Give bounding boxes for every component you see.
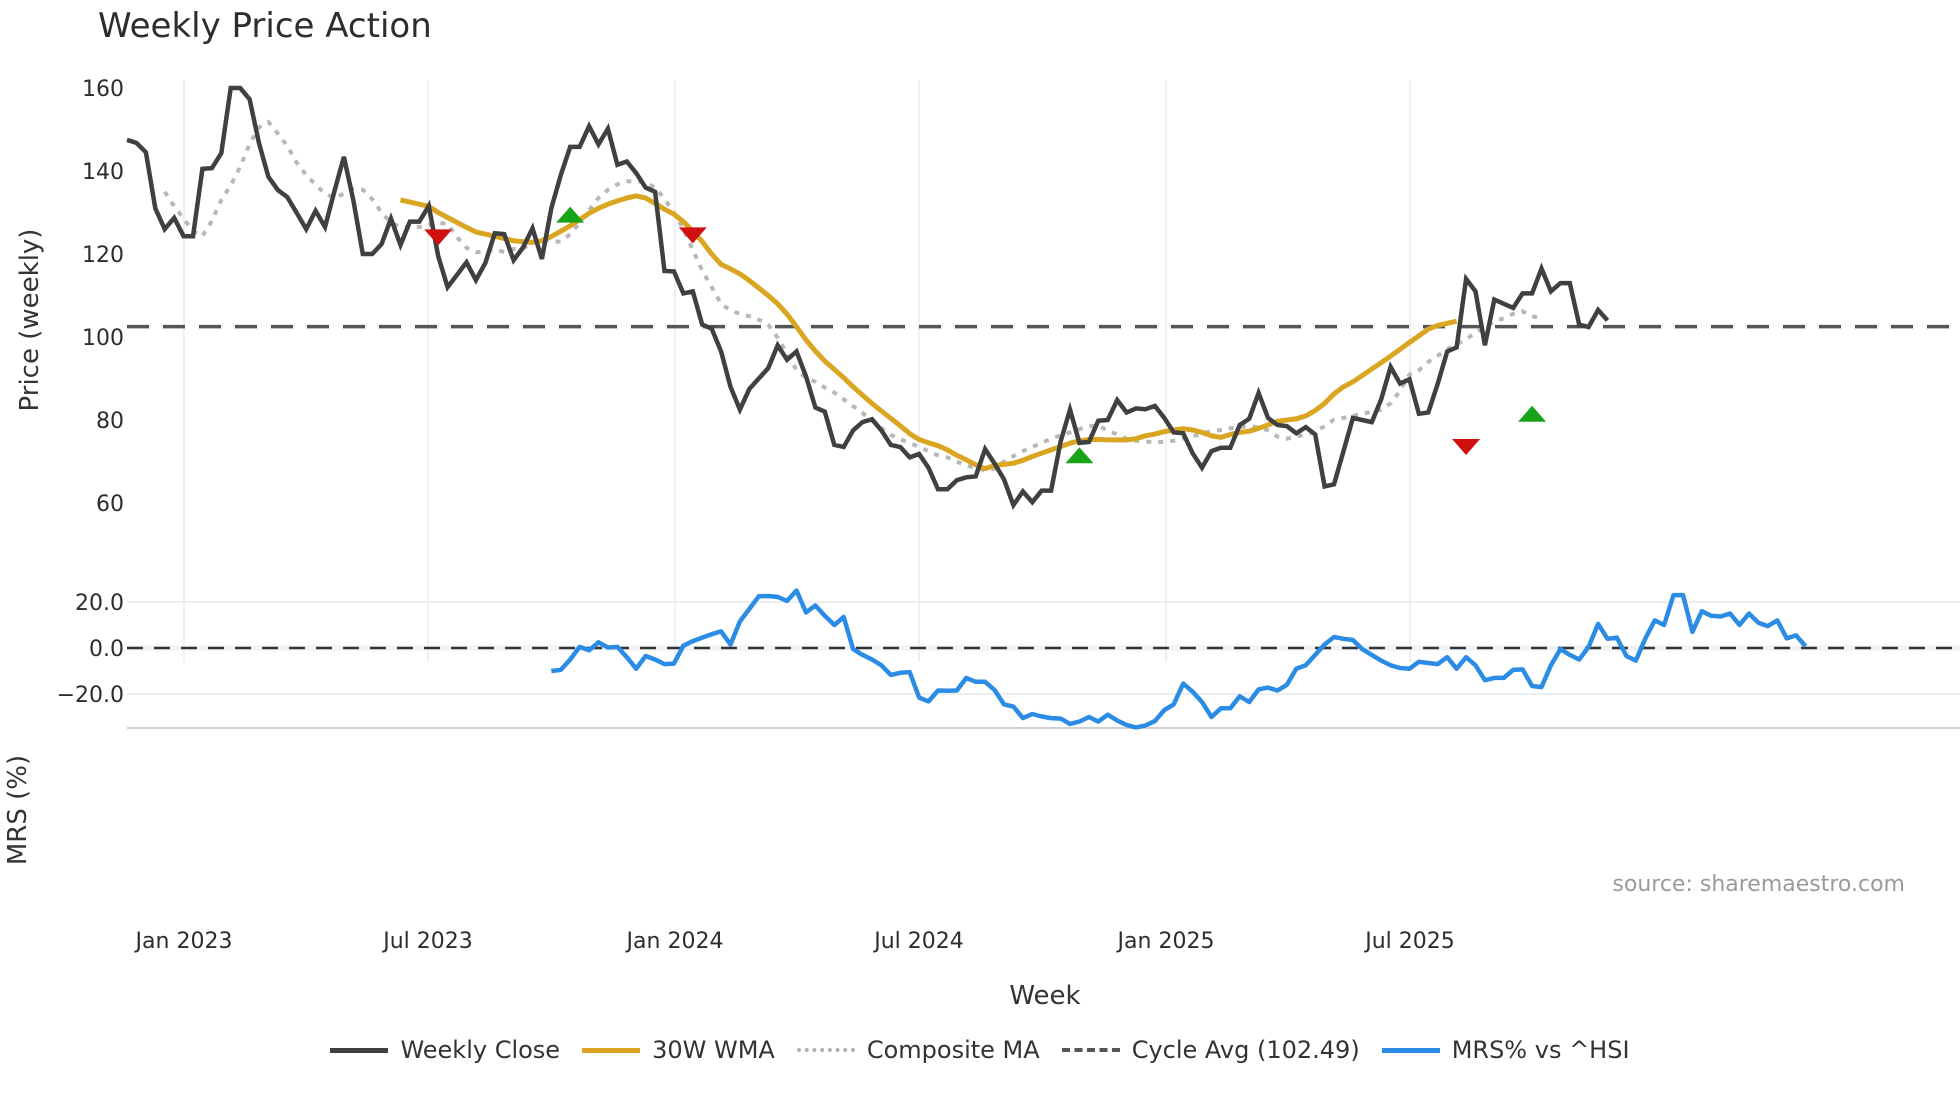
chart-legend: Weekly Close 30W WMA Composite MA Cycle Avg… <box>0 1036 1960 1064</box>
mrs-y-tick-label: 0.0 <box>89 637 124 662</box>
mrs-y-tick-label: −20.0 <box>57 683 124 708</box>
composite-ma-line <box>163 119 1542 473</box>
mrs-gridlines: 20.0 0.0 −20.0 <box>57 591 1960 708</box>
x-axis: Jan 2023 Jul 2023 Jan 2024 Jul 2024 Jan 2025… <box>134 929 1455 954</box>
price-y-axis: 60 80 100 120 140 160 <box>82 77 124 517</box>
legend-item[interactable]: MRS% vs ^HSI <box>1381 1036 1630 1064</box>
legend-label: Weekly Close <box>400 1036 561 1064</box>
x-tick-label: Jan 2024 <box>625 929 724 954</box>
legend-item[interactable]: Cycle Avg (102.49) <box>1061 1036 1360 1064</box>
sell-signal-triangle-icon <box>678 227 707 244</box>
chart-canvas: 60 80 100 120 140 160 Price (weekly) 20.0 0.0 −… <box>3 77 1960 1011</box>
y-tick-label: 120 <box>82 243 124 268</box>
legend-swatch-icon <box>1061 1048 1120 1052</box>
y-tick-label: 60 <box>96 492 124 517</box>
legend-swatch-icon <box>796 1048 855 1052</box>
source-label: source: sharemaestro.com <box>1612 872 1905 897</box>
x-axis-title: Week <box>1009 981 1080 1011</box>
legend-label: 30W WMA <box>652 1036 775 1064</box>
signal-markers <box>424 206 1547 464</box>
legend-item[interactable]: Weekly Close <box>330 1036 560 1064</box>
sell-signal-triangle-icon <box>1452 438 1481 455</box>
wma-30w-line <box>399 193 1458 472</box>
x-tick-label: Jul 2024 <box>872 929 964 954</box>
y-tick-label: 80 <box>96 409 124 434</box>
legend-swatch-icon <box>330 1047 389 1053</box>
buy-signal-triangle-icon <box>556 206 585 223</box>
price-y-axis-title: Price (weekly) <box>15 229 45 412</box>
y-tick-label: 140 <box>82 160 124 185</box>
legend-item[interactable]: 30W WMA <box>582 1036 775 1064</box>
legend-label: Composite MA <box>866 1036 1040 1064</box>
y-tick-label: 160 <box>82 77 124 102</box>
legend-swatch-icon <box>1381 1047 1440 1053</box>
legend-swatch-icon <box>582 1047 641 1053</box>
mrs-y-tick-label: 20.0 <box>75 591 124 616</box>
vertical-gridlines <box>183 80 1411 662</box>
legend-label: MRS% vs ^HSI <box>1451 1036 1630 1064</box>
buy-signal-triangle-icon <box>1518 405 1547 422</box>
x-tick-label: Jul 2023 <box>381 929 473 954</box>
mrs-line <box>551 588 1808 730</box>
mrs-y-axis-title: MRS (%) <box>3 755 33 865</box>
legend-item[interactable]: Composite MA <box>796 1036 1040 1064</box>
weekly-close-line <box>126 85 1610 510</box>
x-tick-label: Jan 2023 <box>134 929 233 954</box>
legend-label: Cycle Avg (102.49) <box>1131 1036 1360 1064</box>
x-tick-label: Jul 2025 <box>1363 929 1455 954</box>
y-tick-label: 100 <box>82 326 124 351</box>
x-tick-label: Jan 2025 <box>1116 929 1215 954</box>
buy-signal-triangle-icon <box>1065 447 1094 464</box>
chart-title: Weekly Price Action <box>98 6 432 46</box>
sell-signal-triangle-icon <box>424 229 453 246</box>
